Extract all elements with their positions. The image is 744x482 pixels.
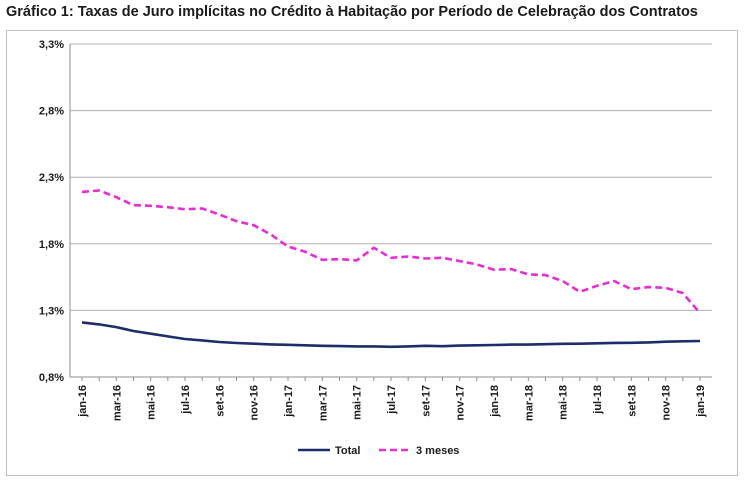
x-tick-label: jul-17 xyxy=(386,385,398,415)
series-lines xyxy=(81,189,701,349)
x-tick-label: mai-16 xyxy=(146,385,158,420)
x-tick-label: mar-17 xyxy=(317,385,329,421)
x-tick-label: nov-17 xyxy=(455,385,467,420)
x-tick-label: jul-16 xyxy=(180,385,192,415)
x-tick-label: jan-16 xyxy=(77,385,89,418)
y-tick-label: 0,8% xyxy=(39,372,64,384)
gridlines xyxy=(69,43,712,378)
x-tick-label: mar-16 xyxy=(111,385,123,421)
series-line-3-meses xyxy=(81,189,701,314)
x-tick-label: jan-18 xyxy=(489,385,501,418)
y-tick-label: 2,8% xyxy=(39,106,64,118)
y-tick-label: 3,3% xyxy=(39,39,64,51)
x-tick-label: mar-18 xyxy=(523,385,535,421)
chart-title: Gráfico 1: Taxas de Juro implícitas no C… xyxy=(6,4,698,20)
chart-frame xyxy=(6,30,738,476)
x-axis-ticks: jan-16 mar-16 mai-16 jul-16 set-16 nov-16 jan-… xyxy=(77,377,707,421)
x-tick-label: set-18 xyxy=(626,385,638,417)
x-tick-label: mai-17 xyxy=(352,385,364,420)
x-tick-label: mai-18 xyxy=(558,385,570,420)
x-tick-label: set-16 xyxy=(214,385,226,417)
y-tick-label: 2,3% xyxy=(39,172,64,184)
x-tick-label: set-17 xyxy=(420,385,432,417)
legend-label: Total xyxy=(335,445,360,457)
x-tick-label: jan-17 xyxy=(283,385,295,418)
y-tick-label: 1,3% xyxy=(39,305,64,317)
series-line-total xyxy=(81,321,701,349)
legend: Total 3 meses xyxy=(298,445,459,457)
x-tick-label: nov-16 xyxy=(249,385,261,420)
x-tick-label: jul-18 xyxy=(592,385,604,415)
y-tick-label: 1,8% xyxy=(39,239,64,251)
x-tick-label: nov-18 xyxy=(661,385,673,420)
y-axis-ticks: 0,8% 1,3% 1,8% 2,3% 2,8% 3,3% xyxy=(39,39,64,384)
legend-label: 3 meses xyxy=(416,445,459,457)
x-tick-label: jan-19 xyxy=(695,385,707,418)
